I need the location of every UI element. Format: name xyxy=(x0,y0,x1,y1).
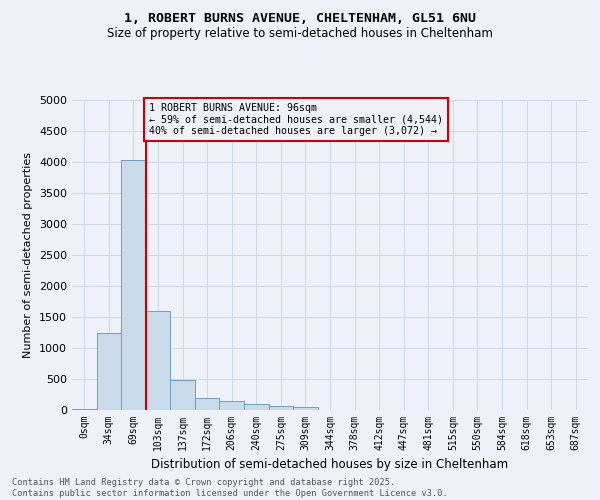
Text: 1, ROBERT BURNS AVENUE, CHELTENHAM, GL51 6NU: 1, ROBERT BURNS AVENUE, CHELTENHAM, GL51… xyxy=(124,12,476,26)
Bar xyxy=(244,404,269,410)
Bar xyxy=(97,333,121,410)
Bar xyxy=(220,402,244,410)
Bar xyxy=(269,406,293,410)
Bar xyxy=(293,407,318,410)
Text: Contains HM Land Registry data © Crown copyright and database right 2025.
Contai: Contains HM Land Registry data © Crown c… xyxy=(12,478,448,498)
Bar xyxy=(72,409,97,410)
Text: 1 ROBERT BURNS AVENUE: 96sqm
← 59% of semi-detached houses are smaller (4,544)
4: 1 ROBERT BURNS AVENUE: 96sqm ← 59% of se… xyxy=(149,103,443,136)
Bar xyxy=(146,311,170,410)
Bar xyxy=(121,160,146,410)
Text: Size of property relative to semi-detached houses in Cheltenham: Size of property relative to semi-detach… xyxy=(107,28,493,40)
Bar xyxy=(170,380,195,410)
Bar xyxy=(195,398,220,410)
Y-axis label: Number of semi-detached properties: Number of semi-detached properties xyxy=(23,152,34,358)
X-axis label: Distribution of semi-detached houses by size in Cheltenham: Distribution of semi-detached houses by … xyxy=(151,458,509,471)
